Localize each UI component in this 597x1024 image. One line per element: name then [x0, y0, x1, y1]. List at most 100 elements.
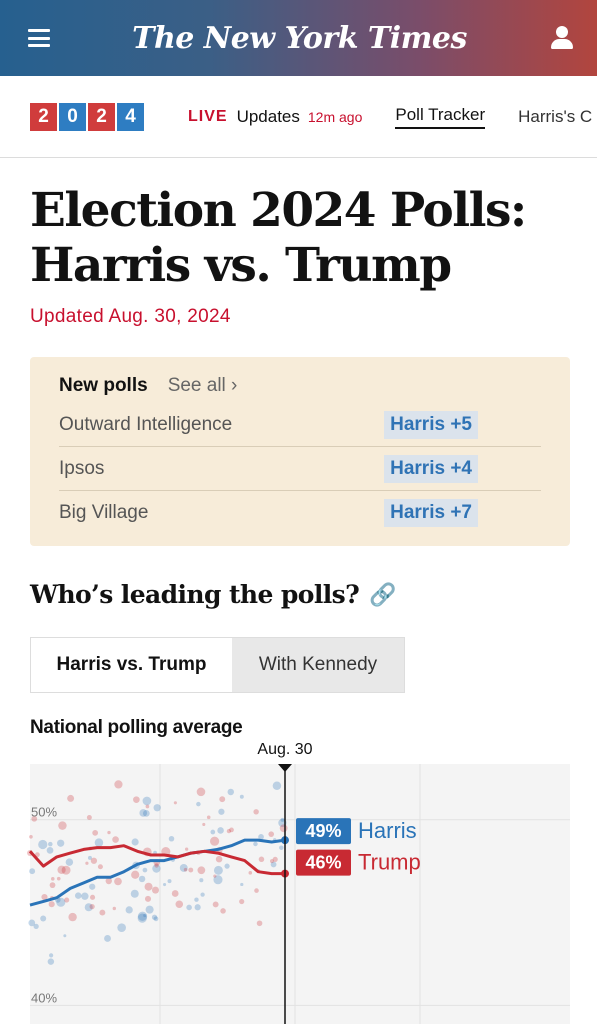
poll-dot: [99, 909, 106, 916]
poll-dot: [56, 897, 66, 907]
poll-dot: [224, 863, 230, 869]
poll-dot: [145, 905, 154, 914]
poll-dot: [220, 908, 226, 914]
series-value-badge: [296, 849, 351, 876]
poll-dot: [112, 836, 119, 843]
poll-dot: [270, 859, 274, 864]
poll-dot: [145, 804, 150, 809]
poll-row[interactable]: Ipsos Harris +4: [59, 447, 541, 491]
poll-row[interactable]: Big Village Harris +7: [59, 491, 541, 535]
poll-dot: [81, 892, 89, 900]
poll-dot: [130, 889, 139, 898]
poll-dot: [144, 895, 152, 902]
poll-dot: [84, 903, 93, 912]
poll-dot: [142, 867, 148, 873]
year-digit: 2: [30, 102, 57, 131]
poll-dot: [280, 817, 285, 822]
live-updates-link[interactable]: Updates: [236, 106, 300, 126]
see-all-link[interactable]: See all ›: [167, 375, 238, 396]
poll-dot: [194, 897, 199, 902]
poll-dot: [33, 923, 39, 930]
poll-dot: [56, 876, 61, 881]
chart-title: National polling average: [30, 717, 243, 738]
poll-dot: [213, 865, 223, 875]
poll-dot: [218, 808, 225, 815]
poll-dot: [114, 780, 123, 789]
user-account-icon[interactable]: [549, 25, 575, 51]
harris-nav-link[interactable]: Harris's C: [518, 106, 593, 126]
tab-with-kennedy[interactable]: With Kennedy: [232, 638, 404, 692]
poll-dot: [254, 888, 259, 893]
poll-dot: [131, 838, 139, 846]
series-name-label: Harris: [358, 818, 417, 843]
series-lines: [28, 836, 289, 907]
poll-dot: [248, 871, 253, 875]
poll-dot: [168, 835, 175, 842]
poll-dot: [41, 893, 48, 901]
poll-result-badge: Harris +4: [384, 454, 478, 483]
tab-harris-vs-trump[interactable]: Harris vs. Trump: [31, 638, 232, 692]
poll-dot: [152, 864, 161, 873]
new-polls-card: New polls See all › Outward Intelligence…: [30, 357, 570, 546]
pollster-name: Outward Intelligence: [59, 413, 233, 435]
poll-dot: [105, 877, 112, 885]
poll-dot: [167, 879, 172, 884]
poll-dot: [239, 794, 244, 799]
poll-dot: [179, 864, 188, 872]
poll-dot: [272, 781, 282, 791]
poll-dot: [51, 877, 55, 881]
poll-dots: [27, 780, 288, 965]
poll-dot: [270, 861, 277, 868]
poll-dot: [133, 796, 140, 803]
poll-dot: [213, 874, 217, 878]
poll-dot: [57, 865, 66, 874]
poll-row[interactable]: Outward Intelligence Harris +5: [59, 403, 541, 447]
series-line: [28, 844, 285, 876]
poll-dot: [153, 804, 161, 812]
poll-dot: [217, 827, 224, 834]
matchup-tabs: Harris vs. Trump With Kennedy: [30, 637, 405, 693]
poll-dot: [194, 904, 201, 911]
poll-dot: [86, 814, 92, 820]
series-line: [29, 838, 286, 907]
poll-dot: [92, 829, 99, 836]
poll-dot: [227, 788, 235, 796]
poll-dot: [196, 787, 206, 797]
poll-tracker-link[interactable]: Poll Tracker: [395, 105, 486, 129]
poll-dot: [49, 953, 54, 958]
hamburger-menu-icon[interactable]: [28, 29, 50, 47]
live-label[interactable]: LIVE: [188, 107, 228, 125]
poll-dot: [144, 882, 153, 891]
poll-dot: [202, 822, 206, 826]
poll-dot: [200, 892, 205, 897]
year-digit: 2: [88, 102, 115, 131]
poll-dot: [58, 821, 67, 830]
pollster-name: Big Village: [59, 502, 149, 523]
poll-dot: [125, 906, 133, 914]
poll-dot: [142, 796, 152, 806]
poll-dot: [138, 875, 146, 883]
poll-dot: [48, 901, 55, 908]
poll-dot: [63, 934, 67, 938]
poll-dot: [151, 914, 158, 920]
poll-dot: [162, 882, 167, 887]
poll-dot: [272, 856, 278, 862]
poll-dot: [206, 815, 211, 820]
poll-dot: [196, 801, 201, 807]
poll-dot: [226, 828, 232, 834]
polling-average-chart: 50% 40% Aug. 30 49% Harris 46% Trump: [27, 741, 570, 1024]
poll-dot: [210, 829, 216, 835]
poll-dot: [151, 886, 159, 894]
y-tick-label: 40%: [31, 990, 57, 1005]
poll-dot: [34, 852, 40, 858]
poll-dot: [57, 839, 65, 847]
poll-dot: [65, 858, 74, 866]
link-icon[interactable]: 🔗: [369, 581, 396, 608]
poll-dot: [89, 883, 96, 890]
poll-dot: [112, 906, 116, 911]
poll-dot: [87, 855, 92, 860]
poll-dot: [29, 868, 36, 875]
election-2024-logo[interactable]: 2 0 2 4: [30, 102, 144, 131]
poll-result-badge: Harris +7: [384, 499, 478, 527]
masthead-logo[interactable]: The New York Times: [132, 20, 467, 56]
